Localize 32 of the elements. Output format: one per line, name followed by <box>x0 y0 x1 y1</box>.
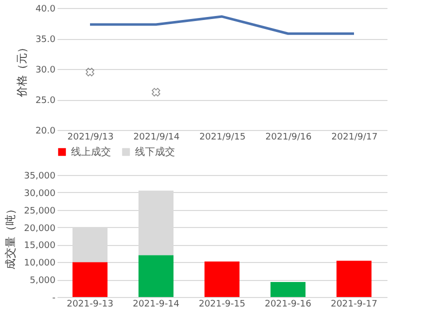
y-axis-title: 价格（元） <box>15 42 28 98</box>
x-tick-label: 2021/9/14 <box>133 132 180 142</box>
y-axis-title: 成交量（吨） <box>4 204 18 270</box>
y-tick-label: 5,000 <box>30 276 56 286</box>
y-tick-label: 10,000 <box>24 258 56 269</box>
x-tick-label: 2021/9/16 <box>265 132 312 142</box>
bar <box>336 260 372 297</box>
y-tick-label: 15,000 <box>24 241 56 252</box>
legend-label: 线上成交 <box>71 146 111 158</box>
y-tick-label: 20,000 <box>24 224 56 234</box>
x-tick-label: 2021-9-15 <box>198 300 246 310</box>
y-tick-label: 20.0 <box>35 126 56 136</box>
legend-label: 线下成交 <box>135 146 175 158</box>
bar <box>138 255 174 297</box>
y-tick-label: 25.0 <box>35 96 56 106</box>
x-tick-label: 2021-9-13 <box>66 300 114 310</box>
x-tick-label: 2021-9-17 <box>330 300 378 310</box>
x-tick-label: 2021/9/13 <box>67 132 114 142</box>
x-tick-label: 2021-9-14 <box>132 300 180 310</box>
y-tick-label: 25,000 <box>24 206 56 216</box>
x-tick-label: 2021/9/17 <box>331 132 378 142</box>
bar <box>204 261 240 297</box>
y-tick-label: 35,000 <box>24 172 56 182</box>
y-tick-label: 40.0 <box>35 4 56 14</box>
bar <box>72 262 108 297</box>
x-tick-label: 2021-9-16 <box>264 300 312 310</box>
y-tick-label: 30,000 <box>24 188 56 199</box>
y-tick-label: - <box>52 294 56 304</box>
y-tick-label: 30.0 <box>35 66 56 76</box>
x-tick-label: 2021/9/15 <box>199 132 246 142</box>
y-tick-label: 35.0 <box>35 35 56 45</box>
bar <box>270 282 306 297</box>
